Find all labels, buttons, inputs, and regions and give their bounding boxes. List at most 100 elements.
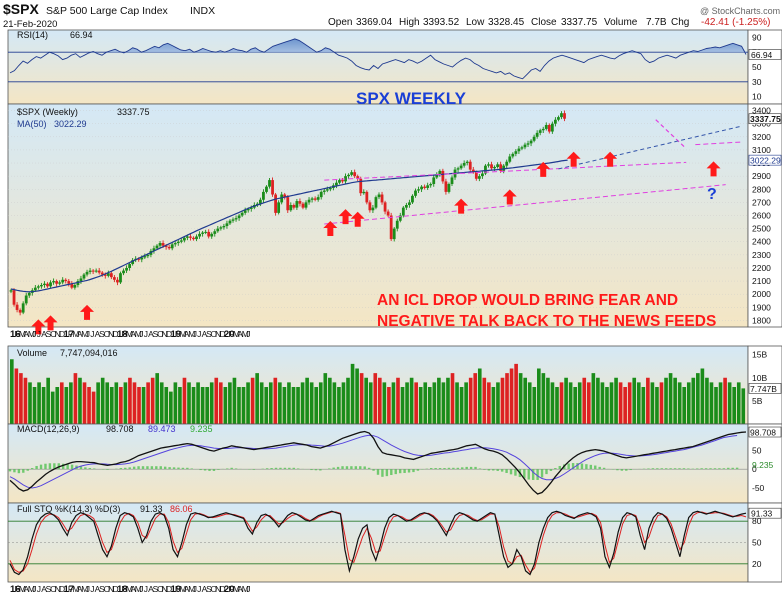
x-label: M	[19, 329, 26, 339]
volume-bar	[164, 387, 169, 424]
x-label: D	[219, 329, 225, 339]
macd-hist-bar	[252, 469, 256, 470]
macd-hist-bar	[536, 469, 539, 480]
volume-bar	[328, 377, 332, 424]
x-label: D	[59, 329, 65, 339]
volume-bar	[332, 382, 337, 424]
volume-bar	[555, 387, 559, 424]
rsi-panel: 907050301066.94	[7, 29, 782, 105]
rsi-tick-50: 50	[752, 62, 762, 72]
volume-bar	[505, 373, 509, 424]
macd-hist-bar	[625, 469, 628, 471]
volume-bar	[264, 387, 269, 424]
sto-tick-20: 20	[752, 559, 762, 569]
price-bar	[128, 264, 132, 268]
price-bar	[514, 151, 518, 154]
volume-bar	[73, 373, 78, 424]
volume-bar	[437, 377, 441, 424]
bottom-x-label: M	[188, 584, 195, 594]
price-bar	[404, 205, 408, 208]
x-label: M	[242, 329, 249, 339]
macd-hist-bar	[580, 463, 584, 470]
volume-bar	[209, 382, 214, 424]
price-bar	[67, 281, 71, 284]
macd-hist-bar	[656, 468, 659, 470]
price-bar	[125, 267, 128, 271]
price-bar	[161, 243, 165, 246]
price-bar	[508, 156, 512, 162]
price-bar	[517, 148, 521, 152]
sto-last-axis-value: 91.33	[751, 509, 773, 519]
volume-value: 7.7B	[646, 17, 667, 28]
macd-hist-bar	[350, 466, 353, 470]
volume-bar	[609, 382, 614, 424]
macd-hist-bar	[558, 465, 561, 470]
macd-hist-bar	[230, 467, 233, 470]
ma-last-axis-value: 3022.29	[750, 156, 781, 166]
volume-bar	[573, 387, 577, 424]
price-bar	[43, 283, 46, 286]
x-label: 18	[117, 329, 128, 340]
price-bar	[222, 225, 226, 228]
volume-bar	[527, 382, 532, 424]
x-label: 17	[63, 329, 74, 340]
price-tick-2400: 2400	[752, 237, 771, 247]
price-bar	[553, 119, 557, 124]
price-bar	[119, 273, 122, 283]
macd-hist-bar	[461, 467, 464, 470]
bottom-x-label: F	[68, 584, 73, 594]
price-bar	[170, 244, 174, 249]
volume-bar	[296, 387, 300, 424]
bottom-x-label: M	[135, 584, 142, 594]
bottom-x-label: S	[46, 584, 52, 594]
price-bar	[210, 233, 214, 237]
x-label: D	[166, 329, 172, 339]
channel-lower-line	[324, 184, 726, 225]
macd-hist-bar	[124, 467, 127, 470]
bottom-x-label: O	[104, 584, 111, 594]
macd-hist-bar	[274, 467, 278, 470]
price-bar	[319, 191, 323, 198]
volume-bar	[19, 373, 23, 424]
volume-bar	[309, 382, 314, 424]
macd-hist-bar	[57, 463, 60, 470]
macd-hist-bar	[469, 466, 473, 470]
volume-bar	[137, 387, 141, 424]
volume-bar	[673, 377, 677, 424]
watermark: @ StockCharts.com	[700, 6, 780, 16]
price-bar	[493, 166, 496, 169]
macd-hist-bar	[673, 468, 677, 470]
macd-hist-bar	[336, 466, 340, 470]
volume-bar	[682, 387, 687, 424]
price-bar	[268, 180, 271, 187]
rsi-panel-axis-area	[747, 29, 782, 105]
price-bar	[61, 279, 65, 283]
bottom-x-label: J	[37, 584, 41, 594]
price-bar	[195, 236, 198, 240]
price-bar	[477, 176, 481, 179]
macd-hist: 9.235	[190, 424, 213, 434]
high-label: High	[399, 17, 420, 28]
volume-bar	[487, 382, 491, 424]
rsi-last-axis-value: 66.94	[751, 50, 773, 60]
annotation-line-2: NEGATIVE TALK BACK TO THE NEWS FEEDS	[377, 313, 716, 330]
volume-bar	[509, 368, 514, 424]
volume-bar	[382, 382, 387, 424]
price-bar	[389, 215, 393, 240]
macd-value: 98.708	[106, 424, 134, 434]
x-label: M	[233, 329, 240, 339]
volume-bar	[414, 382, 418, 424]
volume-bar	[55, 387, 60, 424]
volume-bar	[119, 387, 123, 424]
volume-bar	[300, 382, 305, 424]
low-value: 3328.45	[488, 17, 525, 28]
price-bar	[131, 260, 135, 265]
price-bar	[398, 215, 402, 221]
volume-bar	[723, 377, 727, 424]
x-label: J	[197, 329, 201, 339]
sto-k: 91.33	[140, 504, 163, 514]
volume-bar	[105, 382, 110, 424]
sto-k-line	[9, 510, 747, 576]
macd-hist-bar	[48, 463, 52, 470]
price-bar	[383, 202, 387, 212]
